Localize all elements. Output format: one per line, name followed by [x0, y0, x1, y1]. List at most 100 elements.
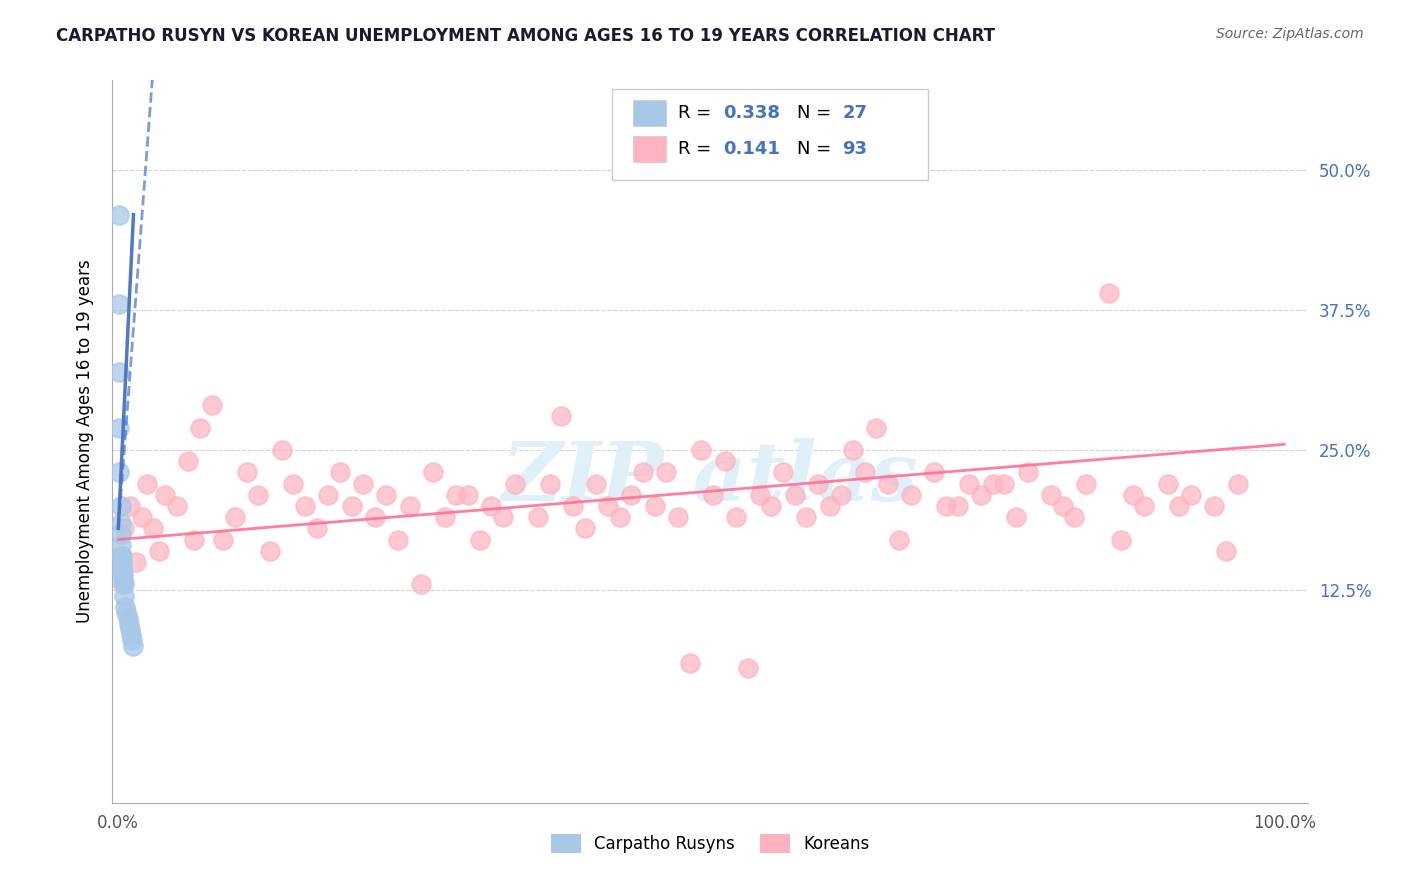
Text: R =: R = [678, 140, 717, 158]
Point [830, 488, 852, 502]
Point [136, 476, 159, 491]
Point [1226, 476, 1249, 491]
Point [142, 521, 165, 535]
Point [1098, 286, 1121, 301]
Point [153, 488, 176, 502]
Point [1074, 476, 1097, 491]
Point [924, 466, 946, 480]
Point [340, 499, 363, 513]
Point [283, 476, 305, 491]
Point [725, 510, 748, 524]
Text: R =: R = [678, 104, 717, 122]
Text: ZIP atlas: ZIP atlas [502, 438, 918, 517]
Point [1005, 510, 1028, 524]
Point [112, 577, 135, 591]
Point [585, 476, 607, 491]
Point [364, 510, 387, 524]
Point [1040, 488, 1063, 502]
Point [111, 566, 134, 581]
Point [900, 488, 922, 502]
Point [108, 365, 131, 379]
Point [946, 499, 969, 513]
Point [188, 420, 211, 434]
Point [375, 488, 398, 502]
Point [200, 398, 222, 412]
Point [433, 510, 456, 524]
Point [1109, 533, 1132, 547]
Point [562, 499, 585, 513]
Point [398, 499, 420, 513]
Point [503, 476, 526, 491]
Point [772, 466, 794, 480]
Point [122, 639, 145, 653]
Point [108, 297, 131, 311]
Point [108, 420, 131, 434]
Point [737, 661, 759, 675]
Legend: Carpatho Rusyns, Koreans: Carpatho Rusyns, Koreans [544, 827, 876, 860]
Point [110, 499, 132, 513]
Point [148, 543, 170, 558]
Point [177, 454, 200, 468]
Point [110, 527, 132, 541]
Point [620, 488, 643, 502]
Point [853, 466, 876, 480]
Point [108, 466, 131, 480]
Point [352, 476, 374, 491]
Text: N =: N = [797, 104, 837, 122]
Point [111, 560, 134, 574]
Point [481, 499, 503, 513]
Point [1017, 466, 1039, 480]
Point [112, 521, 135, 535]
Point [1122, 488, 1144, 502]
Point [1215, 543, 1237, 558]
Point [527, 510, 550, 524]
Point [970, 488, 993, 502]
Point [655, 466, 678, 480]
Point [411, 577, 433, 591]
Point [993, 476, 1015, 491]
Point [110, 516, 132, 530]
Point [270, 442, 292, 457]
Point [235, 466, 257, 480]
Point [247, 488, 270, 502]
Text: 0.141: 0.141 [723, 140, 779, 158]
Point [609, 510, 631, 524]
Point [807, 476, 830, 491]
Point [842, 442, 865, 457]
Text: N =: N = [797, 140, 837, 158]
Point [259, 543, 281, 558]
Point [1180, 488, 1202, 502]
Point [118, 499, 141, 513]
Point [666, 510, 689, 524]
Point [118, 622, 141, 636]
Point [783, 488, 806, 502]
Point [166, 499, 188, 513]
Point [631, 466, 654, 480]
Point [713, 454, 735, 468]
Point [112, 589, 135, 603]
Point [125, 555, 148, 569]
Point [111, 566, 134, 581]
Point [446, 488, 468, 502]
Point [889, 533, 911, 547]
Point [329, 466, 352, 480]
Point [115, 606, 138, 620]
Point [935, 499, 957, 513]
Point [120, 628, 142, 642]
Point [748, 488, 770, 502]
Point [794, 510, 817, 524]
Point [110, 538, 132, 552]
Point [118, 616, 141, 631]
Point [305, 521, 328, 535]
Point [108, 208, 131, 222]
Text: 0.338: 0.338 [723, 104, 780, 122]
Point [818, 499, 841, 513]
Point [678, 656, 700, 670]
Point [1156, 476, 1178, 491]
Point [111, 572, 134, 586]
Point [959, 476, 981, 491]
Point [492, 510, 515, 524]
Point [457, 488, 479, 502]
Point [294, 499, 316, 513]
Point [111, 555, 134, 569]
